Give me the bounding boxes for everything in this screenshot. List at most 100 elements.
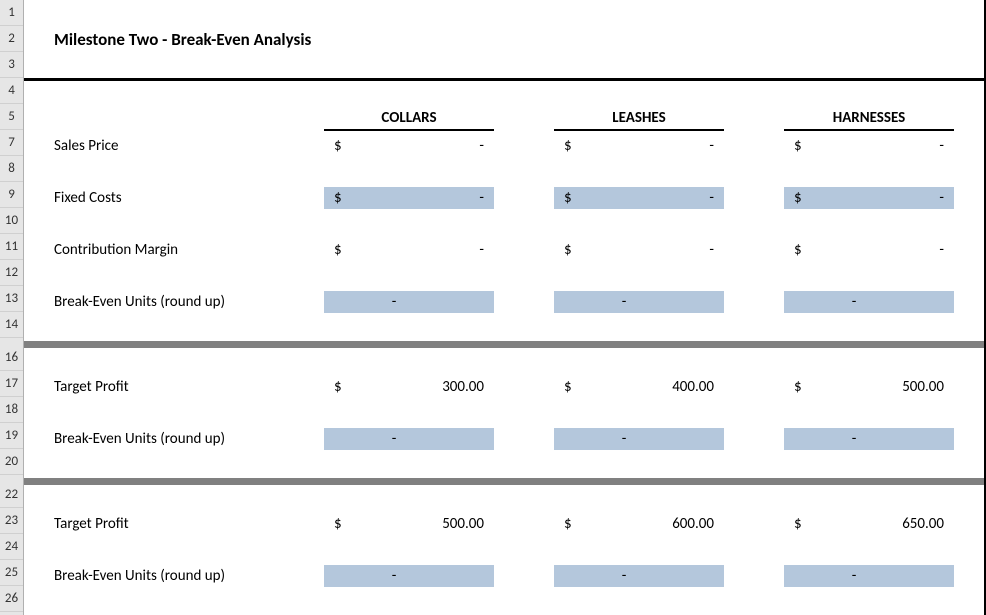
cell[interactable]: $400.00 xyxy=(554,376,724,398)
row-header-gutter: 12345789101112131416171819202223242526 xyxy=(0,0,24,615)
cell-value: - xyxy=(794,567,944,585)
row-label: Target Profit xyxy=(24,378,324,396)
cell[interactable]: $500.00 xyxy=(324,513,494,535)
row-header-12[interactable]: 12 xyxy=(0,260,23,286)
currency-symbol: $ xyxy=(794,378,814,396)
cell[interactable]: $- xyxy=(554,135,724,157)
cell[interactable]: - xyxy=(554,428,724,450)
row-data: $-$-$- xyxy=(324,239,984,261)
row-header-8[interactable]: 8 xyxy=(0,156,23,182)
row-data: $-$-$- xyxy=(324,135,984,157)
cell[interactable]: $- xyxy=(554,187,724,209)
spreadsheet: 12345789101112131416171819202223242526 M… xyxy=(0,0,986,615)
cell[interactable]: $- xyxy=(784,239,954,261)
cell[interactable]: $600.00 xyxy=(554,513,724,535)
row-header-4[interactable]: 4 xyxy=(0,78,23,104)
spacer-row xyxy=(24,159,984,185)
row-header-20[interactable]: 20 xyxy=(0,449,23,475)
cell-value: - xyxy=(584,137,714,155)
row-header-7[interactable]: 7 xyxy=(0,130,23,156)
row-header-2[interactable]: 2 xyxy=(0,26,23,52)
row-22 xyxy=(24,485,984,511)
header-row: COLLARS LEASHES HARNESSES xyxy=(24,107,984,133)
currency-symbol: $ xyxy=(564,137,584,155)
header-columns: COLLARS LEASHES HARNESSES xyxy=(324,109,984,131)
cell[interactable]: - xyxy=(324,291,494,313)
cell-value: - xyxy=(584,241,714,259)
spacer-row xyxy=(24,537,984,563)
cell[interactable]: - xyxy=(784,291,954,313)
cell[interactable]: - xyxy=(324,565,494,587)
cell-value: - xyxy=(794,430,944,448)
cell[interactable]: $- xyxy=(784,187,954,209)
currency-symbol: $ xyxy=(794,241,814,259)
cell[interactable]: - xyxy=(554,291,724,313)
cell[interactable]: - xyxy=(324,428,494,450)
row-header-26[interactable]: 26 xyxy=(0,586,23,612)
row-header-13[interactable]: 13 xyxy=(0,286,23,312)
row-data: --- xyxy=(324,291,984,313)
cell[interactable]: $- xyxy=(324,135,494,157)
cell-value: - xyxy=(564,430,714,448)
currency-symbol: $ xyxy=(794,515,814,533)
data-row: Fixed Costs$-$-$- xyxy=(24,185,984,211)
row-header-23[interactable]: 23 xyxy=(0,508,23,534)
row-20 xyxy=(24,452,984,478)
page-title: Milestone Two - Break-Even Analysis xyxy=(24,29,311,50)
data-row: Break-Even Units (round up)--- xyxy=(24,289,984,315)
data-row: Break-Even Units (round up)--- xyxy=(24,563,984,589)
cell[interactable]: $- xyxy=(324,187,494,209)
currency-symbol: $ xyxy=(334,515,354,533)
row-header-17[interactable]: 17 xyxy=(0,371,23,397)
row-data: $500.00$600.00$650.00 xyxy=(324,513,984,535)
cell[interactable]: - xyxy=(784,565,954,587)
row-4 xyxy=(24,81,984,107)
cell[interactable]: - xyxy=(554,565,724,587)
currency-symbol: $ xyxy=(564,189,584,207)
row-header-19[interactable]: 19 xyxy=(0,423,23,449)
spacer-row xyxy=(24,263,984,289)
column-header-harnesses: HARNESSES xyxy=(784,109,954,131)
currency-symbol: $ xyxy=(564,241,584,259)
row-header-24[interactable]: 24 xyxy=(0,534,23,560)
row-header-5[interactable]: 5 xyxy=(0,104,23,130)
cell-value: 400.00 xyxy=(584,378,714,396)
cell[interactable]: $- xyxy=(324,239,494,261)
row-header-22[interactable]: 22 xyxy=(0,482,23,508)
cell[interactable]: $- xyxy=(554,239,724,261)
cell-value: - xyxy=(334,293,484,311)
row-data: $300.00$400.00$500.00 xyxy=(324,376,984,398)
row-label: Contribution Margin xyxy=(24,241,324,259)
cell-value: - xyxy=(814,137,944,155)
section-3: Target Profit$500.00$600.00$650.00Break-… xyxy=(24,511,984,589)
row-header-1[interactable]: 1 xyxy=(0,0,23,26)
cell[interactable]: $650.00 xyxy=(784,513,954,535)
row-header-10[interactable]: 10 xyxy=(0,208,23,234)
cell[interactable]: - xyxy=(784,428,954,450)
row-header-14[interactable]: 14 xyxy=(0,312,23,338)
row-header-9[interactable]: 9 xyxy=(0,182,23,208)
cell-value: 600.00 xyxy=(584,515,714,533)
cell[interactable]: $- xyxy=(784,135,954,157)
row-label: Sales Price xyxy=(24,137,324,155)
cell[interactable]: $500.00 xyxy=(784,376,954,398)
currency-symbol: $ xyxy=(334,137,354,155)
currency-symbol: $ xyxy=(564,378,584,396)
row-26 xyxy=(24,589,984,615)
cell-value: - xyxy=(334,430,484,448)
cell-value: - xyxy=(814,241,944,259)
row-header-18[interactable]: 18 xyxy=(0,397,23,423)
row-label: Break-Even Units (round up) xyxy=(24,293,324,311)
row-16 xyxy=(24,348,984,374)
row-header-11[interactable]: 11 xyxy=(0,234,23,260)
currency-symbol: $ xyxy=(334,378,354,396)
separator-1 xyxy=(24,341,984,348)
row-header-25[interactable]: 25 xyxy=(0,560,23,586)
cell-value: - xyxy=(354,241,484,259)
row-label: Break-Even Units (round up) xyxy=(24,430,324,448)
row-1 xyxy=(24,0,984,26)
cell[interactable]: $300.00 xyxy=(324,376,494,398)
cell-value: 500.00 xyxy=(354,515,484,533)
row-header-3[interactable]: 3 xyxy=(0,52,23,78)
row-header-16[interactable]: 16 xyxy=(0,345,23,371)
